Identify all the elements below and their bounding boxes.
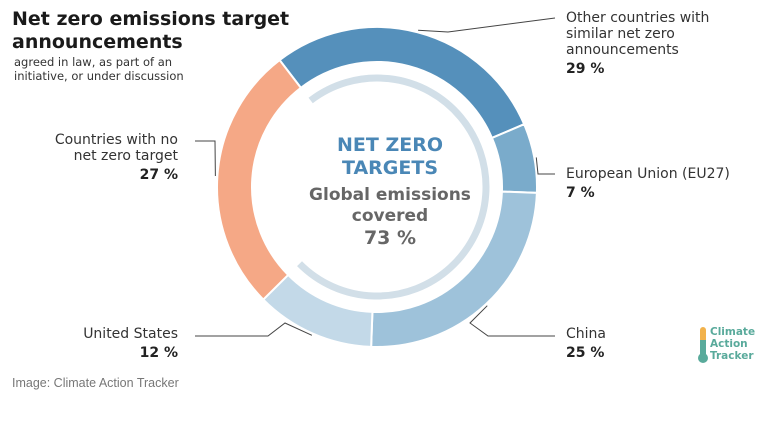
center-subtitle: Global emissions covered	[309, 185, 471, 226]
slice-name-china: China	[566, 326, 606, 342]
leader-line-eu	[535, 157, 555, 175]
logo-line-2: Action	[710, 338, 748, 350]
slice-label-eu: European Union (EU27) 7 %	[566, 166, 766, 201]
slice-name-no-target: Countries with no net zero target	[54, 132, 178, 164]
slice-value-eu: 7 %	[566, 185, 595, 201]
image-credit: Image: Climate Action Tracker	[12, 376, 179, 390]
thermometer-icon	[698, 327, 708, 363]
slice-name-other: Other countries with similar net zero an…	[566, 10, 710, 58]
logo-text: Climate Action Tracker	[710, 326, 755, 362]
donut-slice-eu	[490, 122, 538, 194]
chart-subtitle: agreed in law, as part of an initiative,…	[14, 55, 184, 83]
donut-slice-no-target	[216, 58, 303, 301]
chart-title: Net zero emissions target announcements	[12, 8, 290, 53]
logo-line-1: Climate	[710, 326, 756, 338]
slice-label-no-target: Countries with no net zero target 27 %	[28, 132, 178, 183]
slice-value-other: 29 %	[566, 61, 605, 77]
slice-label-china: China 25 %	[566, 326, 686, 361]
slice-value-china: 25 %	[566, 345, 605, 361]
leader-line-other	[418, 17, 556, 33]
center-title: NET ZERO TARGETS	[337, 134, 443, 179]
climate-action-tracker-logo: Climate Action Tracker	[697, 326, 769, 366]
slice-value-us: 12 %	[139, 345, 178, 361]
slice-name-eu: European Union (EU27)	[566, 166, 730, 182]
leader-line-us	[195, 322, 313, 337]
logo-line-3: Tracker	[710, 350, 754, 362]
slice-name-us: United States	[83, 326, 178, 342]
leader-line-no-target	[195, 140, 216, 176]
slice-label-us: United States 12 %	[18, 326, 178, 361]
coverage-arc	[297, 74, 490, 300]
slice-value-no-target: 27 %	[139, 167, 178, 183]
donut-slice-us	[261, 273, 374, 348]
slice-label-other: Other countries with similar net zero an…	[566, 10, 746, 77]
center-value: 73 %	[363, 227, 417, 249]
center-label: NET ZERO TARGETS Global emissions covere…	[290, 134, 490, 250]
leader-line-china	[469, 305, 555, 337]
